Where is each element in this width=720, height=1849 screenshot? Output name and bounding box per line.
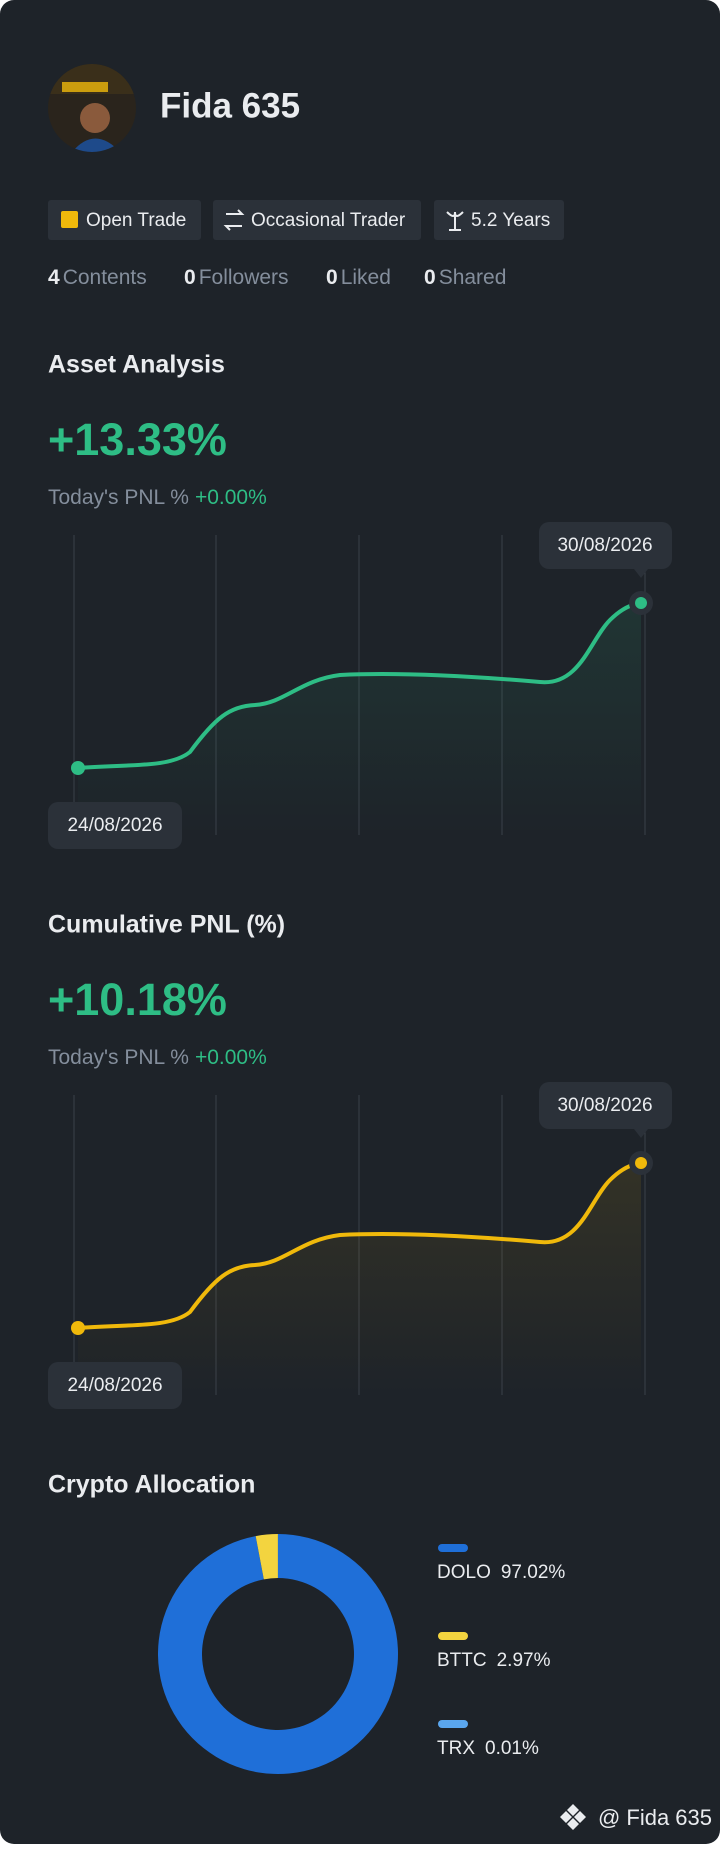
legend-entry: DOLO 97.02% <box>437 1562 565 1583</box>
section-title: Crypto Allocation <box>48 1471 255 1499</box>
start-dot <box>71 761 85 775</box>
tag-label: Occasional Trader <box>251 210 406 231</box>
legend-swatch <box>438 1544 468 1552</box>
tags: Open Trade Occasional Trader 5.2 Years <box>48 200 564 240</box>
stat-label: Followers <box>199 266 289 289</box>
stat-label: Liked <box>341 266 391 289</box>
today-pnl-value: +0.00% <box>195 486 267 509</box>
legend-label: DOLO <box>437 1562 491 1583</box>
avatar <box>48 64 136 152</box>
start-dot <box>71 1321 85 1335</box>
end-dot <box>635 597 647 609</box>
stat-label: Shared <box>439 266 507 289</box>
end-date: 30/08/2026 <box>557 535 652 556</box>
stat-value: 0 <box>326 266 338 289</box>
legend-label: TRX <box>437 1738 475 1759</box>
legend-swatch <box>438 1720 468 1728</box>
stat-value: 0 <box>184 266 196 289</box>
pnl-value: +13.33% <box>48 414 227 465</box>
legend-swatch <box>438 1632 468 1640</box>
stat-label: Contents <box>63 266 147 289</box>
profile-name: Fida 635 <box>160 86 300 125</box>
today-pnl-value: +0.00% <box>195 1046 267 1069</box>
legend-value: 0.01% <box>485 1738 539 1759</box>
today-pnl: Today's PNL % +0.00% <box>48 486 267 509</box>
tag-label: 5.2 Years <box>471 210 550 231</box>
today-pnl-label: Today's PNL % <box>48 1046 189 1069</box>
section-title: Asset Analysis <box>48 351 225 379</box>
start-date: 24/08/2026 <box>67 1375 162 1396</box>
watermark: @ Fida 635 <box>598 1805 712 1830</box>
pnl-value: +10.18% <box>48 974 227 1025</box>
today-pnl: Today's PNL % +0.00% <box>48 1046 267 1069</box>
start-date: 24/08/2026 <box>67 815 162 836</box>
end-dot <box>635 1157 647 1169</box>
tag-icon <box>61 211 78 228</box>
stat-value: 0 <box>424 266 436 289</box>
end-date: 30/08/2026 <box>557 1095 652 1116</box>
legend-value: 2.97% <box>497 1650 551 1671</box>
legend-value: 97.02% <box>501 1562 566 1583</box>
today-pnl-label: Today's PNL % <box>48 486 189 509</box>
legend-entry: TRX 0.01% <box>437 1738 539 1759</box>
legend-label: BTTC <box>437 1650 487 1671</box>
tag-label: Open Trade <box>86 210 186 231</box>
stat-value: 4 <box>48 266 60 289</box>
section-title: Cumulative PNL (%) <box>48 911 285 939</box>
